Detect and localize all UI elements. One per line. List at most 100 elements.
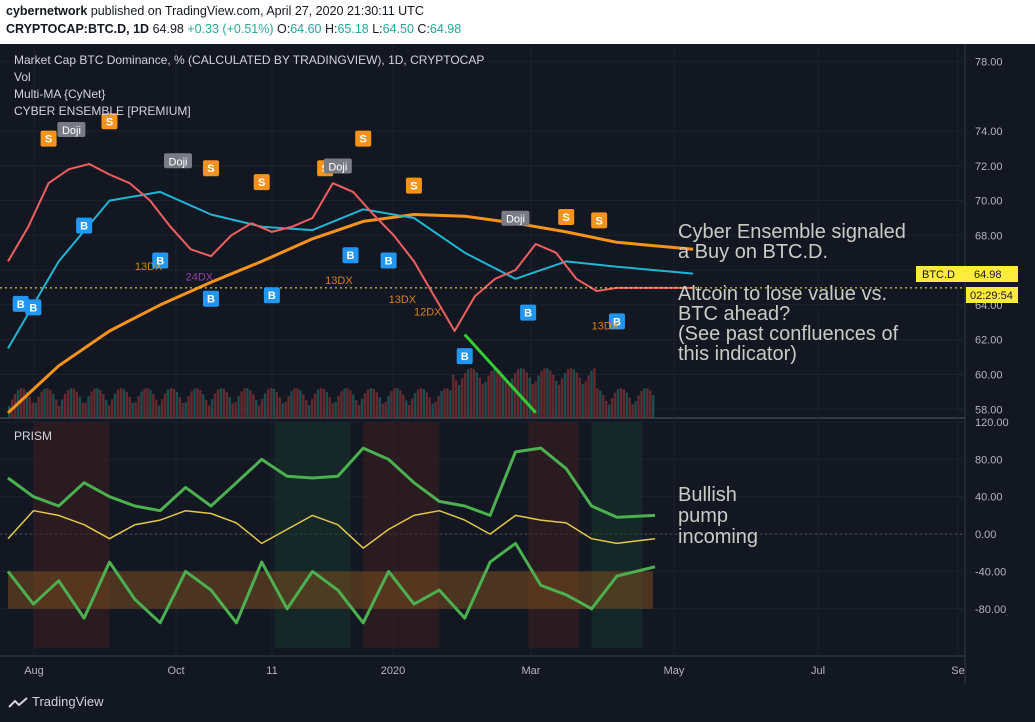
volume-bar <box>205 399 208 418</box>
dx-label: 24DX <box>186 272 214 284</box>
volume-bar <box>293 388 296 418</box>
volume-bar <box>81 402 84 418</box>
y-tick-label: 62.00 <box>975 335 1003 347</box>
volume-bar <box>87 396 90 418</box>
volume-bar <box>234 402 237 418</box>
sell-marker-box <box>253 174 270 191</box>
volume-bar <box>566 369 570 418</box>
legend-prism: PRISM <box>14 429 52 443</box>
volume-bar <box>269 388 273 418</box>
sell-marker-label: S <box>258 177 265 189</box>
doji-marker-box <box>323 158 352 174</box>
volume-bar <box>146 388 149 418</box>
volume-bar <box>255 400 258 418</box>
sell-marker-label: S <box>563 212 570 224</box>
x-tick-label: 2020 <box>381 665 405 677</box>
volume-bar <box>240 391 243 418</box>
sell-marker-box <box>202 160 219 177</box>
volume-bar <box>116 389 120 418</box>
prism-y-tick-label: 120.00 <box>975 417 1009 429</box>
buy-marker-label: B <box>613 316 621 328</box>
volume-bar <box>169 388 173 418</box>
volume-bar <box>557 384 561 418</box>
y-tick-label: 68.00 <box>975 230 1003 242</box>
buy-marker-label: B <box>156 255 164 267</box>
volume-bar <box>155 399 158 418</box>
price-line <box>7 163 694 332</box>
volume-bar <box>113 393 117 418</box>
buy-marker-box <box>380 252 397 269</box>
volume-bar <box>466 369 470 418</box>
high-value: 65.18 <box>337 22 369 36</box>
doji-marker-box <box>163 153 192 169</box>
volume-bar <box>402 394 405 418</box>
volume-bar <box>72 388 76 418</box>
volume-bar <box>410 398 414 418</box>
sell-marker-label: S <box>45 134 52 146</box>
volume-bar <box>331 403 334 418</box>
prism-shade-band <box>591 422 643 648</box>
volume-bar <box>57 405 61 418</box>
volume-bar <box>263 393 267 418</box>
volume-bar <box>584 381 587 418</box>
volume-bar <box>252 394 255 418</box>
buy-marker-label: B <box>17 299 25 311</box>
annotation-buy-signal-line2: a Buy on BTC.D. <box>678 241 828 263</box>
volume-bar <box>93 388 96 418</box>
brand-name: TradingView <box>32 694 104 709</box>
publisher-name[interactable]: cybernetwork <box>6 4 88 18</box>
volume-bar <box>419 388 423 418</box>
volume-bar <box>37 396 40 418</box>
volume-bar <box>172 388 176 418</box>
volume-bar <box>637 395 640 418</box>
volume-bar <box>122 388 126 418</box>
chart-area[interactable]: SSSSSSSSSBBBBBBBBBBBDojiDojiDojiDoji13DX… <box>0 44 1035 684</box>
symbol-badge-label: BTC.D <box>922 269 955 281</box>
volume-bar <box>160 399 164 418</box>
volume-bar <box>60 399 64 418</box>
buy-marker-label: B <box>29 302 37 314</box>
volume-bar <box>231 403 234 418</box>
volume-bar <box>602 394 605 418</box>
symbol-badge <box>916 266 966 282</box>
sell-marker-label: S <box>410 181 417 193</box>
volume-bar <box>569 368 573 418</box>
volume-bar <box>472 369 476 418</box>
volume-bar <box>40 391 43 418</box>
volume-bar <box>207 405 211 418</box>
y-tick-label: 70.00 <box>975 196 1003 208</box>
volume-bar <box>222 388 226 418</box>
chart-svg[interactable]: SSSSSSSSSBBBBBBBBBBBDojiDojiDojiDoji13DX… <box>0 44 1035 684</box>
volume-bar <box>428 397 431 418</box>
symbol-label[interactable]: CRYPTOCAP:BTC.D, 1D <box>6 22 150 36</box>
volume-bar <box>590 370 593 418</box>
volume-bar <box>166 389 170 418</box>
volume-bar <box>102 394 105 418</box>
volume-bar <box>649 390 652 418</box>
footer: TradingView <box>0 684 1035 722</box>
volume-bar <box>519 368 523 418</box>
volume-bar <box>581 384 584 418</box>
volume-bar <box>313 393 317 418</box>
volume-bar <box>22 388 26 418</box>
prism-fill-band <box>8 571 653 609</box>
volume-bar <box>481 383 484 418</box>
tradingview-logo[interactable]: TradingView <box>8 694 104 709</box>
volume-bar <box>63 393 67 418</box>
volume-bar <box>140 391 143 418</box>
prism-oscillator-line <box>6 541 656 625</box>
dx-label: 13DX <box>592 320 620 332</box>
volume-bar <box>46 388 49 418</box>
volume-bar <box>405 400 408 418</box>
volume-bar <box>537 375 540 418</box>
volume-bar <box>546 368 549 418</box>
volume-bar <box>652 395 655 418</box>
x-tick-label: Se <box>951 665 964 677</box>
volume-bar <box>181 403 184 418</box>
buy-marker-box <box>608 313 625 330</box>
prism-y-tick-label: -80.00 <box>975 604 1006 616</box>
buy-marker-box <box>76 217 93 234</box>
annotation-bullish-line2: pump <box>678 505 728 527</box>
countdown-badge <box>966 287 1018 303</box>
volume-bar <box>496 368 499 418</box>
